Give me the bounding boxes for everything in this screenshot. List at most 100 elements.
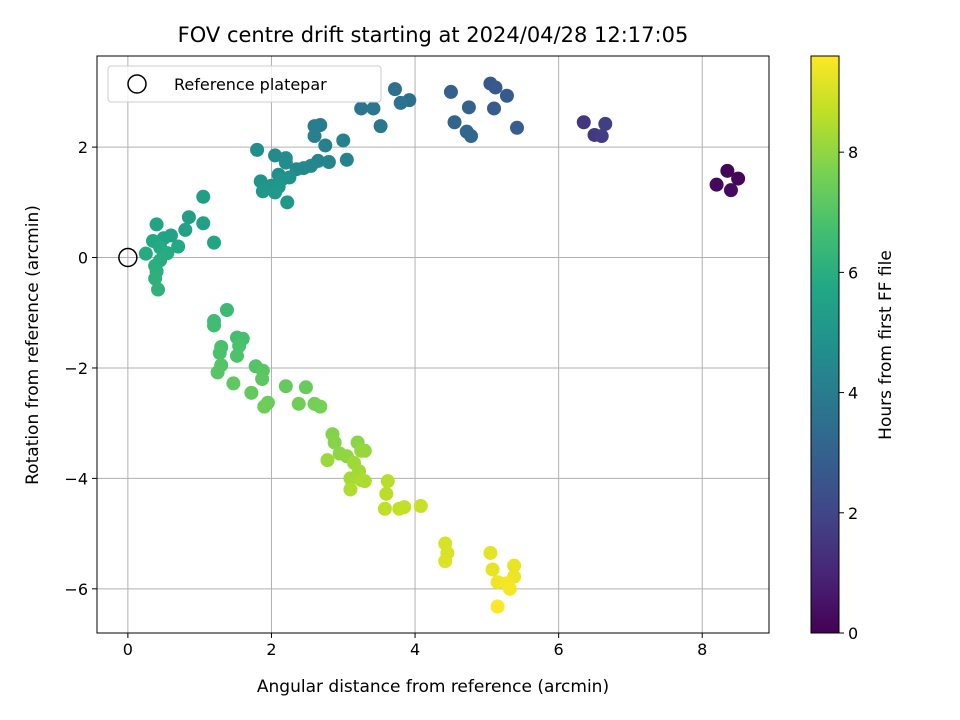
data-point <box>354 101 369 116</box>
data-point <box>731 171 746 186</box>
data-point <box>318 138 333 153</box>
data-point <box>148 271 163 286</box>
data-point <box>255 184 270 199</box>
y-axis-label: Rotation from reference (arcmin) <box>23 205 43 485</box>
y-tick-label: 0 <box>78 249 88 268</box>
data-points <box>138 76 746 614</box>
reference-platepar-marker <box>118 247 138 268</box>
data-point <box>244 385 259 400</box>
legend-box <box>107 65 382 103</box>
data-point <box>230 348 244 363</box>
data-point <box>507 558 522 573</box>
legend-entry-reference: Reference platepar <box>174 75 327 94</box>
colorbar-tick-label: 6 <box>848 263 858 282</box>
data-point <box>723 183 738 198</box>
data-point <box>438 554 453 569</box>
data-point <box>313 399 328 414</box>
data-point <box>196 216 211 231</box>
data-point <box>510 120 524 135</box>
legend: Reference platepar <box>107 65 382 103</box>
data-point <box>343 482 358 497</box>
data-point <box>413 499 428 514</box>
x-axis-label: Angular distance from reference (arcmin) <box>257 677 609 697</box>
colorbar-ticks: 0 2 4 6 8 <box>839 143 858 643</box>
plot-frame <box>96 55 770 634</box>
data-point <box>226 376 241 391</box>
y-axis-ticks: −6 −4 −2 0 2 <box>64 138 97 599</box>
y-tick-label: 2 <box>78 138 88 157</box>
data-point <box>278 155 293 170</box>
data-point <box>321 155 336 170</box>
legend-marker-icon <box>127 74 147 94</box>
data-point <box>354 443 369 458</box>
data-point <box>502 581 517 596</box>
data-point <box>207 318 222 333</box>
data-point <box>307 129 322 144</box>
data-point <box>397 500 412 515</box>
data-point <box>720 163 735 178</box>
data-point <box>268 185 283 200</box>
data-point <box>343 471 358 486</box>
data-point <box>171 239 186 254</box>
data-point <box>291 396 306 411</box>
x-axis-ticks: 0 2 4 6 8 <box>123 633 707 659</box>
x-tick-label: 8 <box>697 640 707 659</box>
data-point <box>219 302 234 317</box>
data-point <box>598 116 613 131</box>
data-point <box>207 235 222 250</box>
x-tick-label: 6 <box>554 640 564 659</box>
data-point <box>212 346 227 361</box>
y-tick-label: −6 <box>64 580 88 599</box>
data-point <box>490 599 505 614</box>
data-point <box>379 486 394 501</box>
colorbar-tick-label: 0 <box>848 624 858 643</box>
x-tick-label: 0 <box>123 640 133 659</box>
data-point <box>151 282 166 297</box>
data-point <box>380 474 395 489</box>
chart-title: FOV centre drift starting at 2024/04/28 … <box>178 23 689 47</box>
data-point <box>373 119 388 134</box>
data-point <box>483 545 498 560</box>
data-point <box>336 133 351 148</box>
data-point <box>320 453 335 468</box>
data-point <box>387 82 402 97</box>
data-point <box>594 129 609 144</box>
x-tick-label: 4 <box>410 640 420 659</box>
data-point <box>447 115 462 130</box>
plot-background <box>97 56 769 633</box>
colorbar-tick-label: 8 <box>848 143 858 162</box>
data-point <box>487 101 502 116</box>
colorbar-label: Hours from first FF file <box>876 250 896 440</box>
data-point <box>327 435 342 450</box>
data-point <box>576 115 591 130</box>
data-point <box>307 119 322 134</box>
data-point <box>339 152 354 167</box>
data-point <box>280 195 295 210</box>
data-point <box>443 84 458 99</box>
y-tick-label: −4 <box>64 469 88 488</box>
data-point <box>268 148 283 163</box>
data-point <box>377 501 392 516</box>
data-point <box>366 101 381 116</box>
data-point <box>196 189 211 204</box>
x-tick-label: 2 <box>266 640 276 659</box>
data-point <box>464 129 479 144</box>
data-point <box>298 380 313 395</box>
data-point <box>488 80 503 95</box>
data-point <box>210 365 225 380</box>
data-point <box>709 177 724 192</box>
data-point <box>278 379 293 394</box>
data-point <box>257 399 272 414</box>
colorbar: 0 2 4 6 8 Hours from first FF file <box>810 55 896 643</box>
data-point <box>461 100 476 115</box>
data-point <box>250 142 265 157</box>
data-point <box>485 562 500 577</box>
y-tick-label: −2 <box>64 359 88 378</box>
data-point <box>255 372 270 387</box>
colorbar-tick-label: 4 <box>848 384 858 403</box>
colorbar-bar <box>810 55 840 634</box>
data-point <box>138 246 153 261</box>
data-point <box>357 474 372 489</box>
data-point <box>181 210 196 225</box>
